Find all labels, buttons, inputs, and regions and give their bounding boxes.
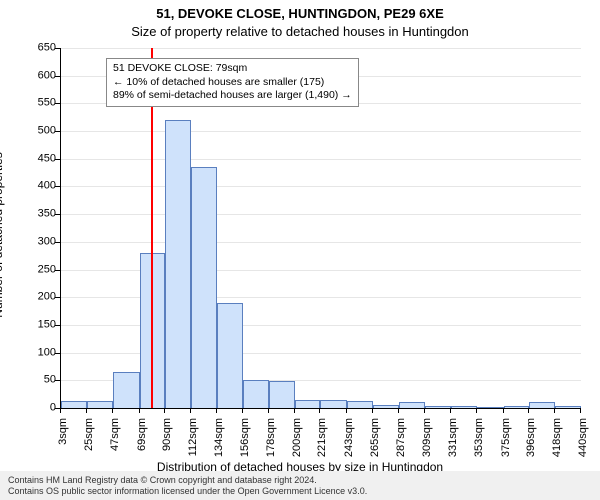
histogram-bar: [529, 402, 555, 408]
y-tick-label: 650: [16, 43, 56, 54]
annotation-line3: 89% of semi-detached houses are larger (…: [113, 89, 352, 103]
x-tick-mark: [554, 408, 555, 413]
x-tick-mark: [372, 408, 373, 413]
x-tick-mark: [476, 408, 477, 413]
y-tick-label: 0: [16, 403, 56, 414]
annotation-box: 51 DEVOKE CLOSE: 79sqm ← 10% of detached…: [106, 58, 359, 107]
y-tick-label: 550: [16, 98, 56, 109]
annotation-line2: ← 10% of detached houses are smaller (17…: [113, 76, 352, 90]
x-tick-mark: [294, 408, 295, 413]
histogram-bar: [425, 406, 451, 408]
histogram-bar: [504, 406, 529, 408]
x-tick-mark: [424, 408, 425, 413]
chart-title-line2: Size of property relative to detached ho…: [0, 24, 600, 39]
x-tick-mark: [346, 408, 347, 413]
y-tick-label: 250: [16, 264, 56, 275]
y-tick-label: 50: [16, 375, 56, 386]
y-tick-label: 100: [16, 347, 56, 358]
footer-line2: Contains OS public sector information li…: [8, 486, 592, 497]
x-tick-mark: [503, 408, 504, 413]
histogram-bar: [451, 406, 477, 408]
y-tick-label: 450: [16, 153, 56, 164]
y-tick-label: 200: [16, 292, 56, 303]
histogram-bar: [113, 372, 139, 408]
histogram-bar: [347, 401, 373, 408]
x-tick-mark: [60, 408, 61, 413]
y-tick-label: 400: [16, 181, 56, 192]
histogram-bar: [373, 405, 399, 408]
histogram-bar: [269, 381, 295, 408]
x-tick-mark: [112, 408, 113, 413]
x-tick-mark: [190, 408, 191, 413]
histogram-bar: [477, 407, 503, 408]
histogram-bar: [555, 406, 581, 408]
histogram-bar: [295, 400, 320, 408]
histogram-bar: [165, 120, 191, 408]
x-tick-mark: [450, 408, 451, 413]
chart-container: 51, DEVOKE CLOSE, HUNTINGDON, PE29 6XE S…: [0, 0, 600, 500]
x-tick-mark: [528, 408, 529, 413]
y-axis-label: Number of detached properties: [0, 152, 5, 317]
x-tick-mark: [242, 408, 243, 413]
annotation-line1: 51 DEVOKE CLOSE: 79sqm: [113, 62, 352, 76]
x-tick-mark: [268, 408, 269, 413]
footer-line1: Contains HM Land Registry data © Crown c…: [8, 475, 592, 486]
histogram-bar: [243, 380, 269, 408]
histogram-bar: [61, 401, 87, 408]
chart-title-line1: 51, DEVOKE CLOSE, HUNTINGDON, PE29 6XE: [0, 6, 600, 21]
y-tick-label: 500: [16, 126, 56, 137]
y-tick-label: 350: [16, 209, 56, 220]
x-tick-mark: [164, 408, 165, 413]
y-tick-label: 600: [16, 70, 56, 81]
histogram-bar: [399, 402, 425, 408]
y-tick-label: 300: [16, 236, 56, 247]
x-tick-mark: [216, 408, 217, 413]
attribution-footer: Contains HM Land Registry data © Crown c…: [0, 471, 600, 500]
x-tick-mark: [398, 408, 399, 413]
histogram-bar: [320, 400, 346, 408]
x-tick-mark: [139, 408, 140, 413]
histogram-bar: [87, 401, 113, 408]
x-tick-mark: [319, 408, 320, 413]
histogram-bar: [217, 303, 243, 408]
y-tick-label: 150: [16, 319, 56, 330]
x-tick-mark: [580, 408, 581, 413]
x-tick-mark: [86, 408, 87, 413]
histogram-bar: [191, 167, 217, 408]
